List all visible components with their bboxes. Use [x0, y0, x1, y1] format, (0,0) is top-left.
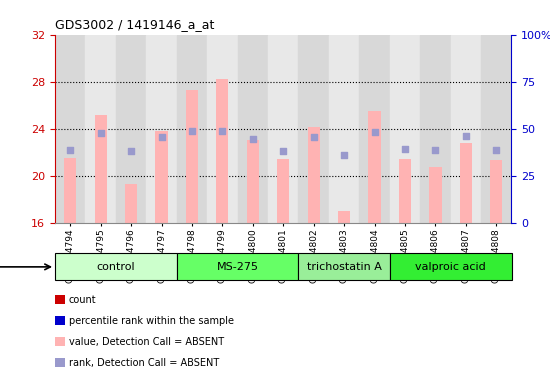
Bar: [490, 161, 502, 223]
Bar: [299, 253, 390, 280]
Bar: [430, 167, 442, 223]
Point: [370, 129, 379, 135]
Point: [492, 147, 500, 153]
Bar: [307, 127, 320, 223]
Bar: [338, 211, 350, 223]
Bar: [329, 35, 359, 223]
Bar: [55, 253, 177, 280]
Bar: [359, 35, 390, 223]
Point: [249, 136, 257, 142]
Bar: [207, 35, 238, 223]
Bar: [247, 141, 259, 223]
Text: MS-275: MS-275: [217, 262, 258, 272]
Bar: [390, 253, 512, 280]
Bar: [460, 143, 472, 223]
Bar: [277, 159, 289, 223]
Point: [66, 147, 75, 153]
Point: [188, 128, 196, 134]
Point: [340, 151, 349, 157]
Point: [96, 130, 105, 136]
Bar: [177, 35, 207, 223]
Point: [218, 128, 227, 134]
Bar: [116, 35, 146, 223]
Bar: [125, 184, 137, 223]
Text: valproic acid: valproic acid: [415, 262, 486, 272]
Bar: [420, 35, 450, 223]
Bar: [450, 35, 481, 223]
Bar: [238, 35, 268, 223]
Point: [157, 134, 166, 140]
Text: count: count: [69, 295, 96, 305]
Bar: [146, 35, 177, 223]
Bar: [299, 35, 329, 223]
Point: [461, 132, 470, 139]
Bar: [399, 159, 411, 223]
Bar: [156, 131, 168, 223]
Bar: [268, 35, 299, 223]
Point: [400, 146, 409, 152]
Bar: [390, 35, 420, 223]
Point: [431, 147, 440, 153]
Bar: [64, 158, 76, 223]
Text: GDS3002 / 1419146_a_at: GDS3002 / 1419146_a_at: [55, 18, 215, 31]
Text: control: control: [97, 262, 135, 272]
Text: percentile rank within the sample: percentile rank within the sample: [69, 316, 234, 326]
Bar: [216, 79, 228, 223]
Text: rank, Detection Call = ABSENT: rank, Detection Call = ABSENT: [69, 358, 219, 368]
Point: [126, 148, 135, 154]
Bar: [85, 35, 116, 223]
Text: trichostatin A: trichostatin A: [307, 262, 382, 272]
Bar: [186, 90, 198, 223]
Bar: [481, 35, 512, 223]
Text: value, Detection Call = ABSENT: value, Detection Call = ABSENT: [69, 337, 224, 347]
Point: [279, 148, 288, 154]
Bar: [95, 114, 107, 223]
Bar: [177, 253, 299, 280]
Point: [309, 134, 318, 140]
Bar: [55, 35, 85, 223]
Bar: [368, 111, 381, 223]
